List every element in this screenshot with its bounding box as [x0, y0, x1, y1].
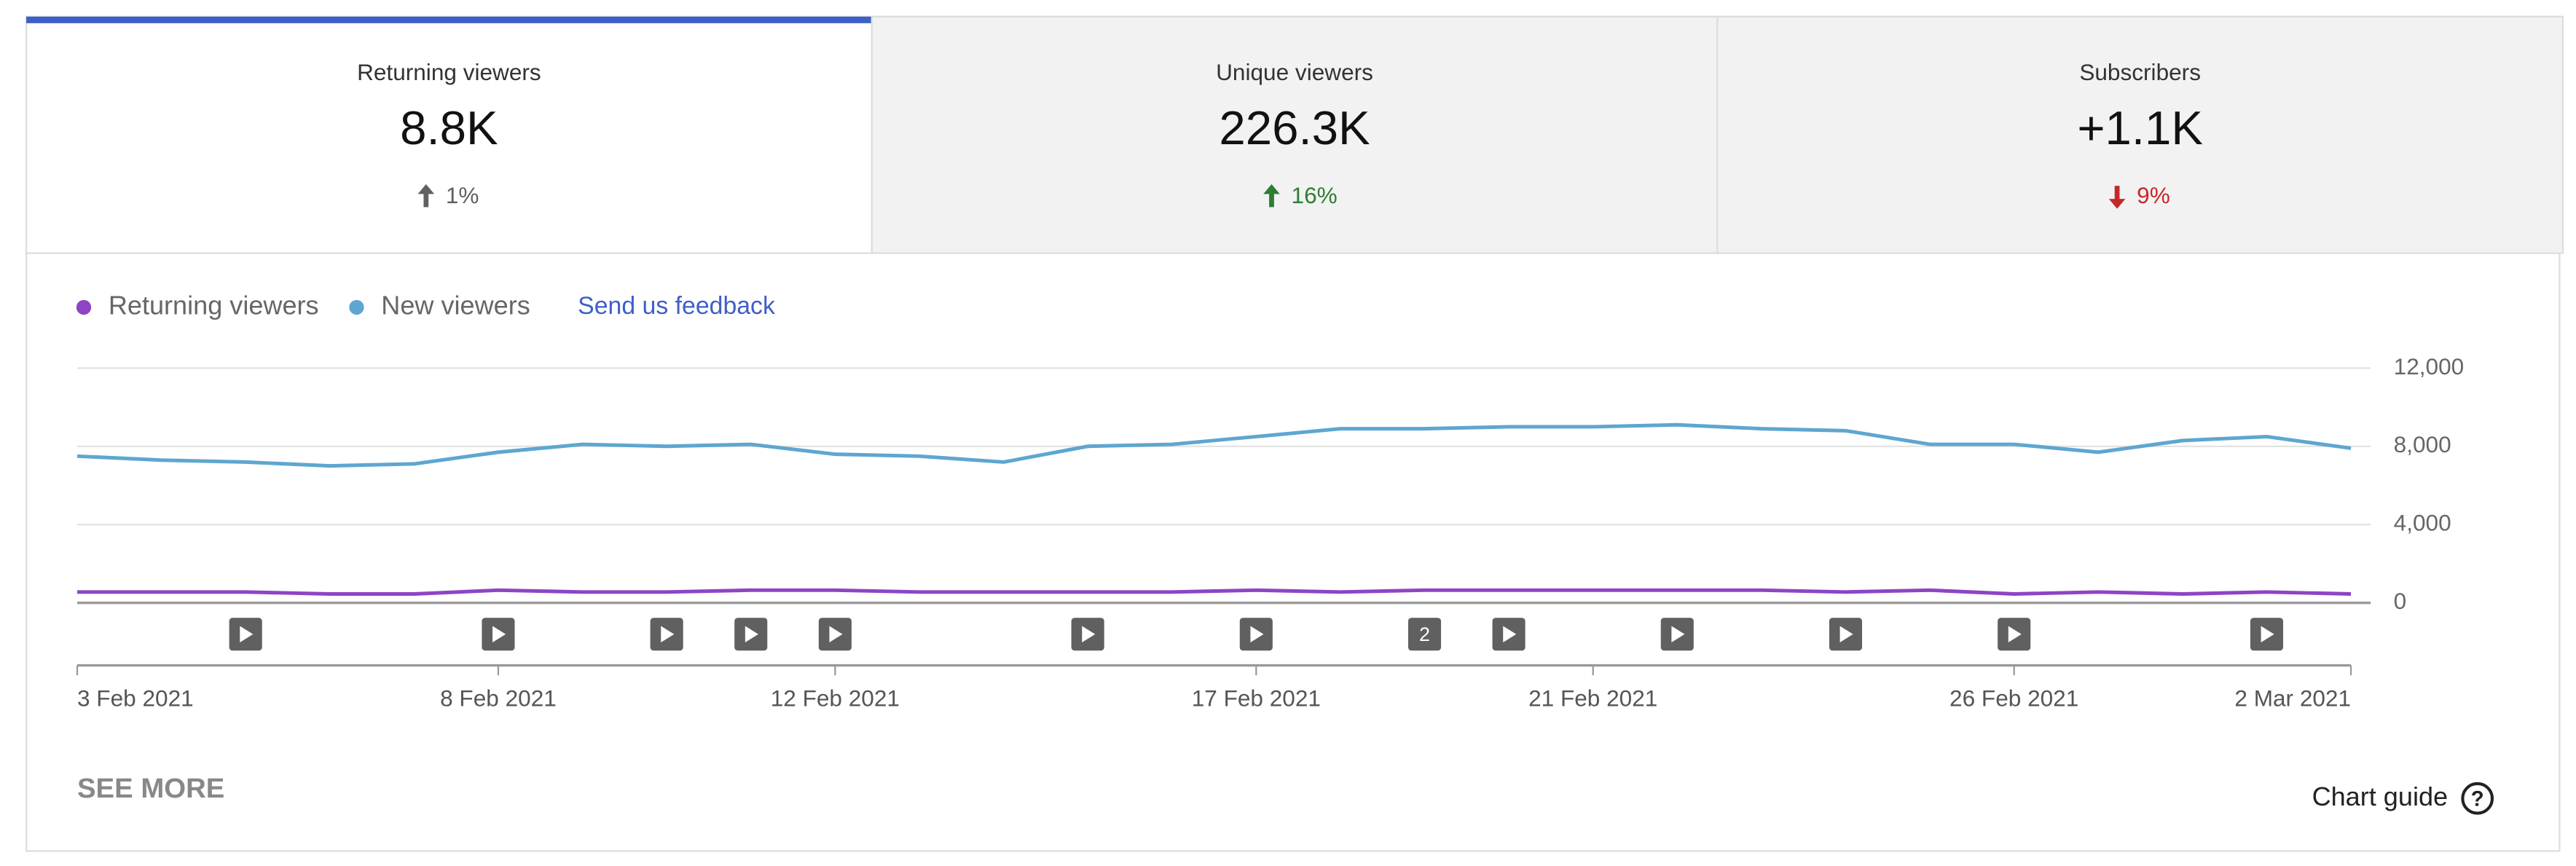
y-tick-label: 8,000	[2394, 431, 2451, 457]
video-marker[interactable]	[1407, 618, 1442, 651]
x-tick-label: 12 Feb 2021	[771, 685, 900, 711]
play-icon	[745, 626, 758, 643]
legend-dot	[349, 299, 364, 315]
tab-value[interactable]: 8.8K	[400, 101, 498, 154]
chart-guide[interactable]: Chart guide	[2312, 782, 2449, 811]
change-arrow	[2108, 186, 2126, 209]
play-icon	[661, 626, 675, 643]
tab-value[interactable]: +1.1K	[2077, 101, 2203, 154]
play-icon	[1082, 626, 1096, 643]
legend-label: Returning viewers	[109, 291, 319, 320]
tab-title[interactable]: Subscribers	[2079, 59, 2201, 85]
play-icon	[1250, 626, 1264, 643]
x-tick-label: 2 Mar 2021	[2234, 685, 2351, 711]
play-icon	[1839, 626, 1853, 643]
y-tick-label: 0	[2394, 588, 2407, 614]
y-tick-label: 12,000	[2394, 353, 2465, 379]
series-line	[76, 588, 2352, 596]
play-icon	[492, 626, 506, 643]
video-marker-count[interactable]: 2	[1419, 623, 1430, 645]
legend-dot	[76, 299, 92, 315]
help-icon[interactable]	[2461, 782, 2494, 815]
see-more[interactable]: SEE MORE	[77, 773, 224, 804]
change-arrow	[1263, 184, 1280, 208]
tab[interactable]	[1716, 15, 2564, 254]
play-icon	[829, 626, 843, 643]
play-icon	[2261, 626, 2274, 643]
legend-label: New viewers	[381, 291, 530, 320]
x-tick-label: 8 Feb 2021	[440, 685, 557, 711]
tab[interactable]	[25, 15, 873, 254]
tab-title[interactable]: Unique viewers	[1216, 59, 1373, 85]
play-icon	[1503, 626, 1517, 643]
tab-change[interactable]: 9%	[2137, 182, 2170, 208]
x-tick-label: 26 Feb 2021	[1949, 685, 2078, 711]
help-icon-glyph[interactable]: ?	[2471, 787, 2484, 811]
x-tick-label: 21 Feb 2021	[1528, 685, 1657, 711]
tab-change[interactable]: 16%	[1292, 182, 1338, 208]
tab-change[interactable]: 1%	[446, 182, 479, 208]
tab-title[interactable]: Returning viewers	[357, 59, 541, 85]
y-tick-label: 4,000	[2394, 510, 2451, 536]
play-icon	[2008, 626, 2022, 643]
play-icon	[240, 626, 254, 643]
play-icon	[1671, 626, 1685, 643]
change-arrow	[417, 184, 435, 208]
x-tick-label: 17 Feb 2021	[1192, 685, 1321, 711]
tab[interactable]	[871, 15, 1719, 254]
x-tick-label: 3 Feb 2021	[77, 685, 194, 711]
feedback-link[interactable]: Send us feedback	[578, 292, 775, 320]
series-line	[76, 422, 2352, 468]
tab-selected-bar	[26, 16, 872, 23]
tab-value[interactable]: 226.3K	[1219, 101, 1370, 154]
